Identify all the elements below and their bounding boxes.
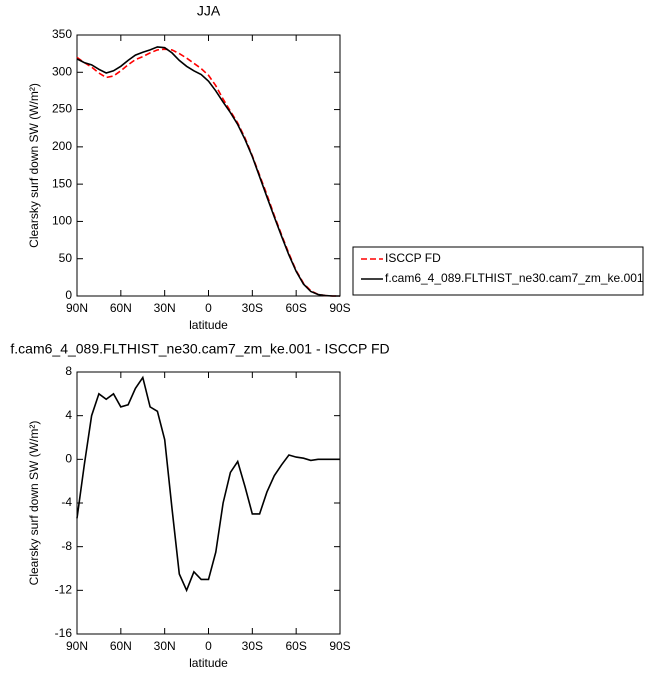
x-tick-label: 60N bbox=[110, 301, 132, 315]
y-tick-label: 150 bbox=[52, 176, 72, 190]
y-tick-label: 0 bbox=[65, 452, 72, 466]
chart-title: JJA bbox=[197, 3, 221, 19]
x-tick-label: 30N bbox=[154, 301, 176, 315]
data-line bbox=[76, 48, 340, 297]
y-tick-label: 350 bbox=[52, 27, 72, 41]
y-tick-label: -16 bbox=[55, 626, 73, 640]
y-axis-label: Clearsky surf down SW (W/m²) bbox=[27, 83, 41, 248]
x-tick-label: 60S bbox=[285, 301, 306, 315]
legend-label: ISCCP FD bbox=[385, 251, 441, 265]
y-tick-label: 250 bbox=[52, 102, 72, 116]
y-tick-label: 50 bbox=[59, 251, 73, 265]
data-line bbox=[76, 46, 340, 297]
x-tick-label: 0 bbox=[205, 639, 212, 653]
x-axis-label: latitude bbox=[189, 656, 228, 670]
x-tick-label: 0 bbox=[205, 301, 212, 315]
x-tick-label: 90N bbox=[66, 639, 88, 653]
data-line bbox=[76, 375, 340, 593]
legend-label: f.cam6_4_089.FLTHIST_ne30.cam7_zm_ke.001 bbox=[385, 271, 644, 285]
y-tick-label: 300 bbox=[52, 64, 72, 78]
x-tick-label: 90S bbox=[329, 639, 350, 653]
x-tick-label: 30N bbox=[154, 639, 176, 653]
y-tick-label: -4 bbox=[61, 495, 72, 509]
x-axis-label: latitude bbox=[189, 318, 228, 332]
x-tick-label: 90N bbox=[66, 301, 88, 315]
y-tick-label: -8 bbox=[61, 539, 72, 553]
x-tick-label: 30S bbox=[242, 301, 263, 315]
x-tick-label: 60S bbox=[285, 639, 306, 653]
y-tick-label: 8 bbox=[65, 364, 72, 378]
x-tick-label: 60N bbox=[110, 639, 132, 653]
chart-title: f.cam6_4_089.FLTHIST_ne30.cam7_zm_ke.001… bbox=[10, 341, 389, 357]
plot-frame bbox=[76, 371, 341, 635]
y-tick-label: 0 bbox=[65, 288, 72, 302]
y-tick-label: 4 bbox=[65, 408, 72, 422]
y-tick-label: -12 bbox=[55, 583, 73, 597]
y-tick-label: 100 bbox=[52, 214, 72, 228]
legend-frame bbox=[352, 246, 644, 296]
y-tick-label: 200 bbox=[52, 139, 72, 153]
x-tick-label: 30S bbox=[242, 639, 263, 653]
x-tick-label: 90S bbox=[329, 301, 350, 315]
y-axis-label: Clearsky surf down SW (W/m²) bbox=[27, 421, 41, 586]
